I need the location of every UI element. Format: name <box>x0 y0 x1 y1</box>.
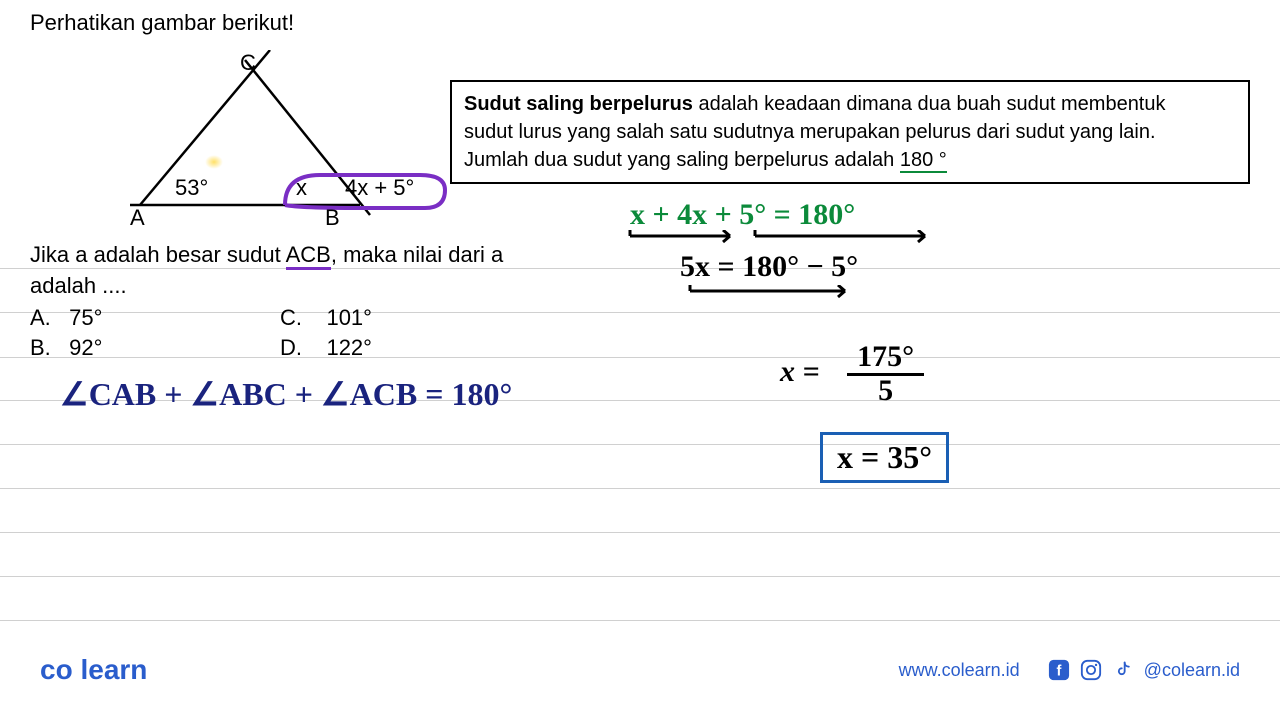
option-a: A. 75° <box>30 305 280 331</box>
work-angle-sum-eq: ∠CAB + ∠ABC + ∠ACB = 180° <box>60 375 512 413</box>
instagram-icon <box>1080 659 1102 681</box>
frac-lhs: x = <box>780 355 820 388</box>
tiktok-icon <box>1112 659 1134 681</box>
vertex-b-label: B <box>325 205 340 231</box>
angle-exterior-label: 4x + 5° <box>345 175 414 201</box>
question-header: Perhatikan gambar berikut! <box>30 10 294 36</box>
option-a-value: 75° <box>69 305 102 330</box>
work-step2-text: 5x = 180° − 5° <box>680 250 858 283</box>
option-c-value: 101° <box>326 305 372 330</box>
answer-options: A. 75° C. 101° B. 92° D. 122° <box>30 305 550 365</box>
logo-co: co <box>40 654 73 685</box>
footer-bar: co learn www.colearn.id f @colearn.id <box>0 640 1280 700</box>
work-fraction: x = 175° 5 <box>780 340 924 408</box>
frac-denominator: 5 <box>868 374 903 407</box>
option-d-value: 122° <box>326 335 372 360</box>
acb-highlight: ACB <box>286 242 331 270</box>
angle-a-label: 53° <box>175 175 208 201</box>
question-text: Jika a adalah besar sudut ACB, maka nila… <box>30 240 570 302</box>
def-line3-pre: Jumlah dua sudut yang saling berpelurus … <box>464 149 900 171</box>
definition-box: Sudut saling berpelurus adalah keadaan d… <box>450 80 1250 184</box>
work-eq-green: x + 4x + 5° = 180° <box>630 198 855 232</box>
work-eq-green-text: x + 4x + 5° = 180° <box>630 198 855 231</box>
vertex-c-label: C <box>240 50 256 76</box>
footer-url: www.colearn.id <box>899 660 1020 681</box>
social-handle: @colearn.id <box>1144 660 1240 681</box>
option-c: C. 101° <box>280 305 372 331</box>
option-d: D. 122° <box>280 335 372 361</box>
def-angle-sum: 180 ° <box>900 149 947 173</box>
def-line1: adalah keadaan dimana dua buah sudut mem… <box>693 93 1166 115</box>
vertex-a-label: A <box>130 205 145 231</box>
social-icons: f @colearn.id <box>1048 659 1240 681</box>
logo-learn: learn <box>80 654 147 685</box>
def-term: Sudut saling berpelurus <box>464 93 693 115</box>
work-step2: 5x = 180° − 5° <box>680 250 858 284</box>
option-b-value: 92° <box>69 335 102 360</box>
highlight-dot <box>205 155 223 169</box>
def-line2: sudut lurus yang salah satu sudutnya mer… <box>464 118 1236 146</box>
work-result-boxed: x = 35° <box>820 432 949 483</box>
brand-logo: co learn <box>40 654 147 686</box>
facebook-icon: f <box>1048 659 1070 681</box>
triangle-diagram: C A B 53° x 4x + 5° <box>100 50 500 230</box>
option-b: B. 92° <box>30 335 280 361</box>
frac-numerator: 175° <box>847 340 924 376</box>
angle-x-label: x <box>296 175 307 201</box>
svg-text:f: f <box>1056 664 1061 680</box>
question-pre: Jika a adalah besar sudut <box>30 242 286 267</box>
